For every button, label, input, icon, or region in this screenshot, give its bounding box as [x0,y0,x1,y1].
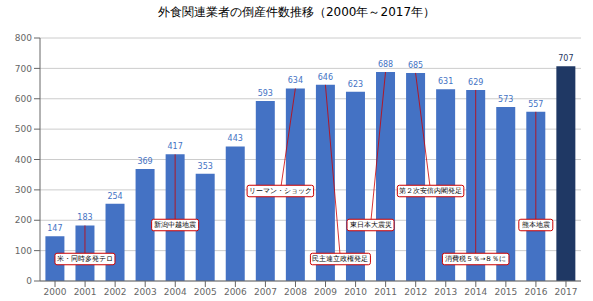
svg-text:629: 629 [468,78,483,87]
svg-text:500: 500 [15,124,32,134]
svg-text:200: 200 [15,215,32,225]
svg-text:646: 646 [318,73,333,82]
svg-text:熊本地震: 熊本地震 [522,221,550,229]
svg-text:631: 631 [438,77,453,86]
svg-text:443: 443 [228,134,243,143]
svg-text:300: 300 [15,185,32,195]
svg-text:2010: 2010 [344,287,367,297]
svg-text:183: 183 [77,213,92,222]
svg-text:2009: 2009 [314,287,337,297]
svg-text:700: 700 [15,64,32,74]
svg-text:2005: 2005 [194,287,217,297]
svg-text:353: 353 [198,162,213,171]
svg-text:2011: 2011 [374,287,397,297]
svg-text:0: 0 [26,276,32,286]
svg-text:米・同時多発テロ: 米・同時多発テロ [57,255,113,263]
svg-text:東日本大震災: 東日本大震災 [350,221,392,229]
svg-text:100: 100 [15,246,32,256]
svg-text:2002: 2002 [104,287,127,297]
svg-text:消費税５％→８％に: 消費税５％→８％に [445,255,506,263]
svg-text:2013: 2013 [434,287,457,297]
svg-text:新潟中越地震: 新潟中越地震 [154,221,196,229]
svg-text:707: 707 [558,54,573,63]
svg-text:254: 254 [107,192,122,201]
svg-text:369: 369 [137,157,152,166]
svg-text:593: 593 [258,89,273,98]
svg-text:688: 688 [378,60,393,69]
svg-text:400: 400 [15,155,32,165]
svg-text:634: 634 [288,76,303,85]
svg-text:2000: 2000 [44,287,67,297]
svg-text:2001: 2001 [74,287,97,297]
svg-text:2012: 2012 [404,287,427,297]
svg-text:2014: 2014 [464,287,487,297]
svg-text:147: 147 [47,224,62,233]
svg-text:2017: 2017 [555,287,578,297]
html-text:外食関連業者の倒産件数推移（2000年～2017年）: 外食関連業者の倒産件数推移（2000年～2017年） [158,5,435,19]
svg-text:417: 417 [167,142,182,151]
svg-text:第２次安倍内閣発足: 第２次安倍内閣発足 [399,187,462,195]
svg-text:2006: 2006 [224,287,247,297]
svg-text:リーマン・ショック: リーマン・ショック [249,187,312,195]
svg-text:557: 557 [528,100,543,109]
svg-text:2007: 2007 [254,287,277,297]
svg-text:2008: 2008 [284,287,307,297]
svg-text:2015: 2015 [494,287,517,297]
svg-text:2004: 2004 [164,287,187,297]
svg-text:800: 800 [15,33,32,43]
svg-text:民主連立政権発足: 民主連立政権発足 [312,255,368,263]
svg-text:2003: 2003 [134,287,157,297]
svg-text:2016: 2016 [524,287,547,297]
svg-text:600: 600 [15,94,32,104]
svg-text:685: 685 [408,61,423,70]
svg-text:573: 573 [498,95,513,104]
svg-text:623: 623 [348,80,363,89]
